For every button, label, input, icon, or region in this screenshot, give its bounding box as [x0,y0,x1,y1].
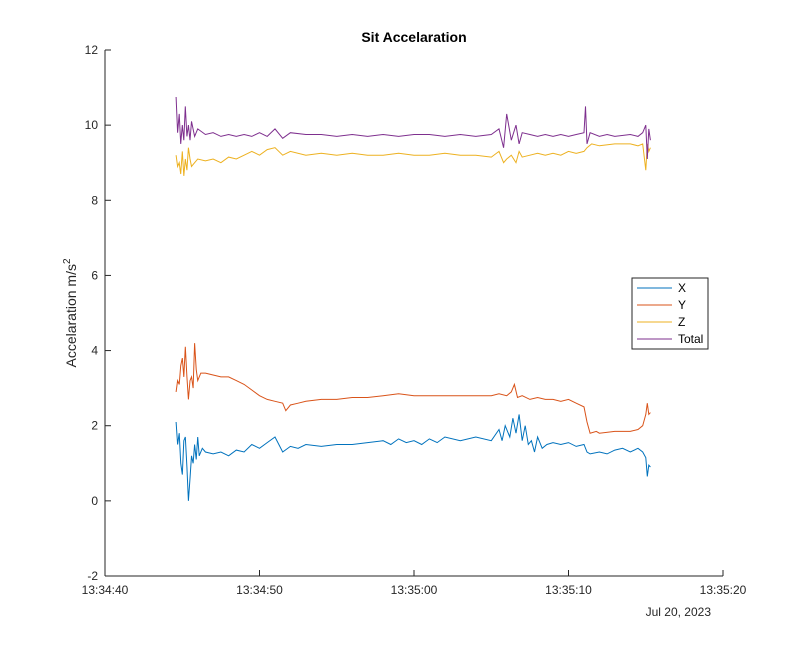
y-axis-label-text: Accelaration m/s [63,264,79,367]
x-tick-label: 13:35:10 [545,583,592,597]
legend-label-y: Y [678,298,686,312]
y-axis-label-superscript: 2 [62,258,73,264]
y-tick-label: 8 [91,193,98,207]
x-tick-label: 13:34:50 [236,583,283,597]
series-line-y [175,343,651,434]
legend: XYZ Total [631,277,709,350]
x-axis-date-label: Jul 20, 2023 [646,605,712,619]
y-tick-label: 12 [85,43,99,57]
plot-area: -2 0 2 4 6 8 10 12 13:34:40 13:34:50 13:35:00 13:35… [82,43,747,597]
y-tick-label: 0 [91,494,98,508]
y-tick-label: 10 [85,118,99,132]
y-tick-label: 6 [91,268,98,282]
series-line-z [175,143,651,176]
legend-label-z: Z [678,315,685,329]
series-line-total [175,96,651,160]
chart-title: Sit Accelaration [361,29,466,45]
legend-label-total: Total [678,332,703,346]
y-tick-label: 4 [91,344,98,358]
x-tick-label: 13:35:20 [700,583,747,597]
y-tick-label: -2 [87,569,98,583]
y-tick-label: 2 [91,419,98,433]
series-line-x [175,414,651,501]
x-tick-label: 13:34:40 [82,583,129,597]
x-tick-label: 13:35:00 [391,583,438,597]
y-axis-label: Accelaration m/s2 [62,258,79,367]
legend-label-x: X [678,281,686,295]
legend-box [631,277,709,350]
